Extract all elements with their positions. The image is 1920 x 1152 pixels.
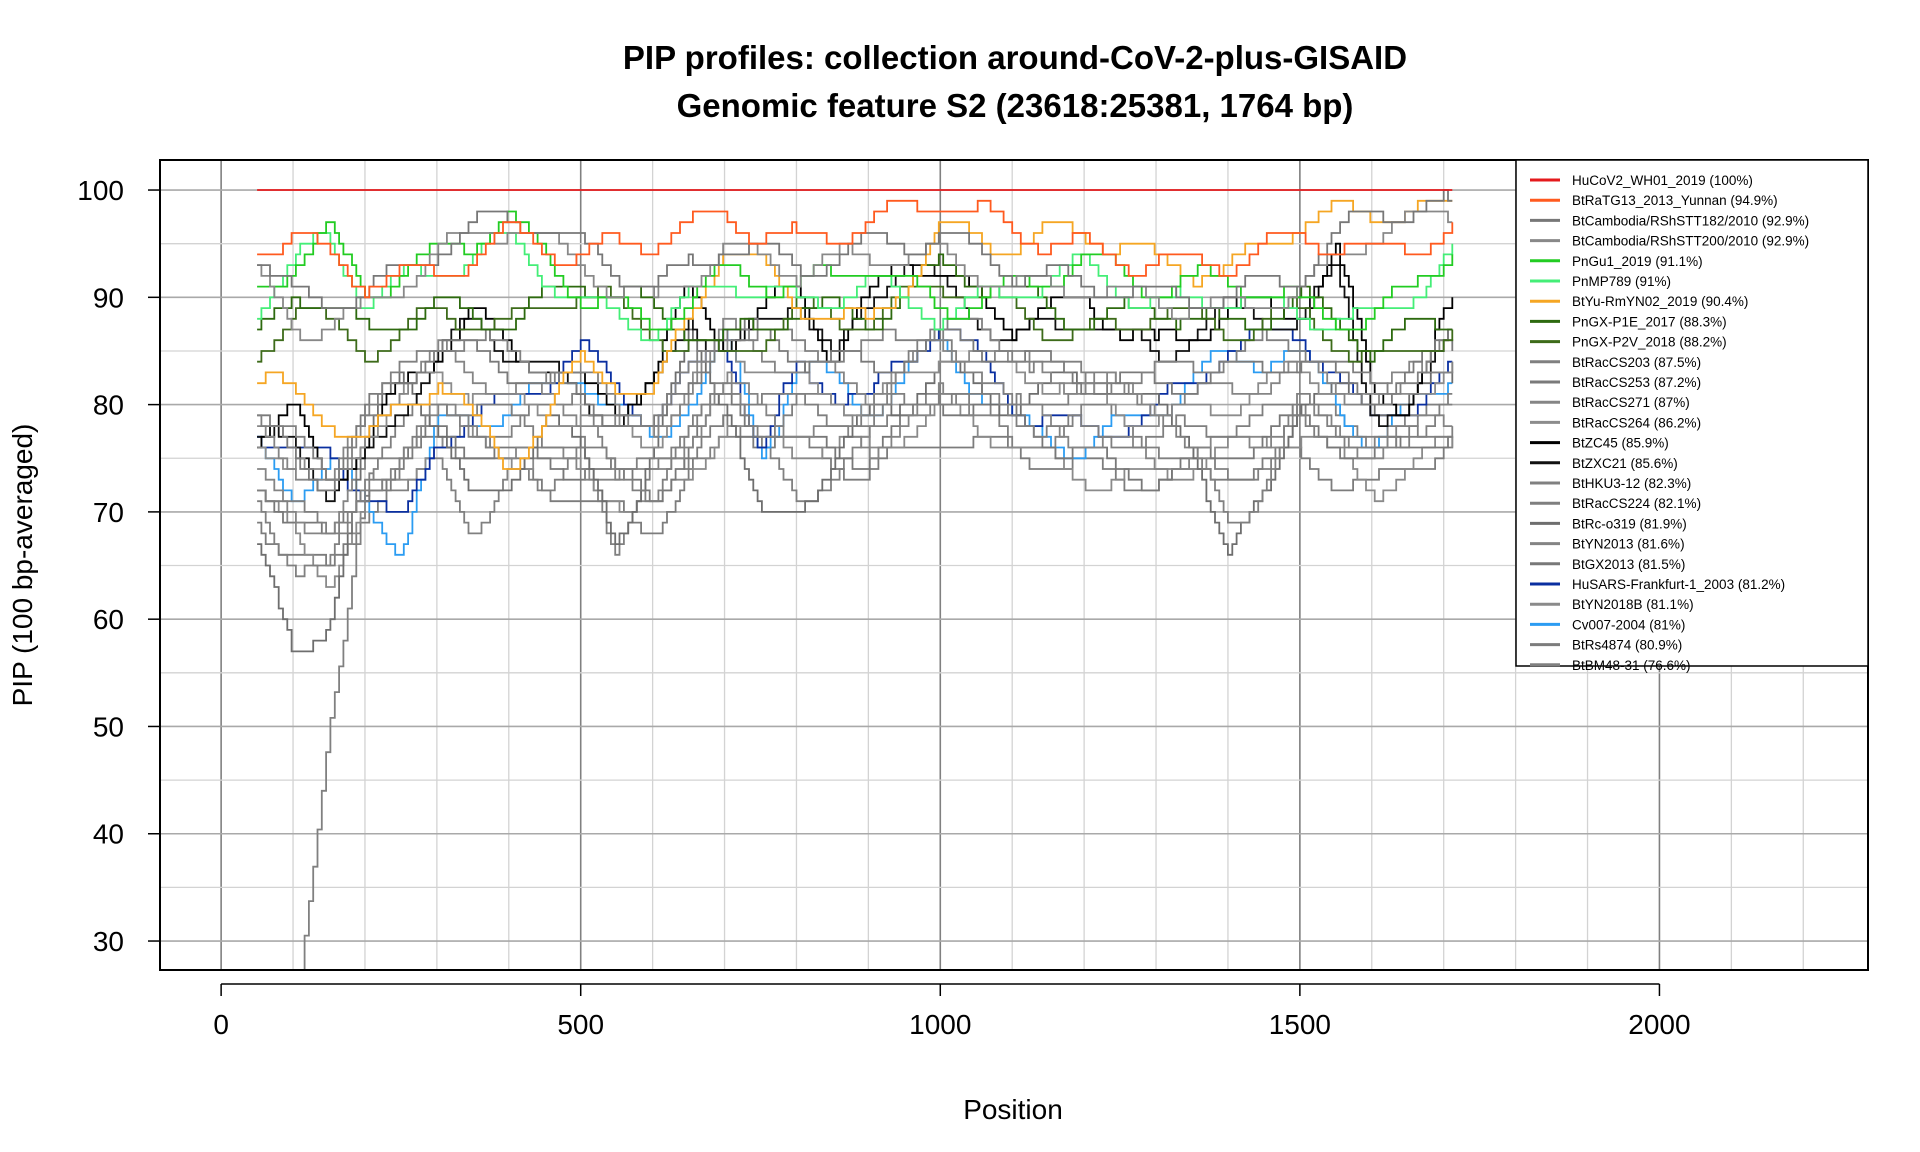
y-tick-label: 50 xyxy=(93,711,124,742)
legend-label: BtHKU3-12 (82.3%) xyxy=(1572,476,1691,491)
legend-label: HuSARS-Frankfurt-1_2003 (81.2%) xyxy=(1572,577,1785,592)
y-tick-label: 60 xyxy=(93,604,124,635)
legend-label: PnGX-P2V_2018 (88.2%) xyxy=(1572,335,1727,350)
legend-label: BtYN2013 (81.6%) xyxy=(1572,537,1685,552)
legend: HuCoV2_WH01_2019 (100%) BtRaTG13_2013_Yun… xyxy=(1515,159,1869,673)
legend-label: BtZC45 (85.9%) xyxy=(1572,436,1669,451)
legend-label: BtRacCS264 (86.2%) xyxy=(1572,415,1701,430)
legend-label: BtCambodia/RShSTT200/2010 (92.9%) xyxy=(1572,234,1809,249)
chart-title: PIP profiles: collection around-CoV-2-pl… xyxy=(623,39,1407,76)
legend-label: HuCoV2_WH01_2019 (100%) xyxy=(1572,173,1753,188)
x-tick-label: 1000 xyxy=(909,1009,971,1040)
series-line xyxy=(300,393,1453,970)
y-tick-label: 40 xyxy=(93,819,124,850)
y-tick-label: 70 xyxy=(93,497,124,528)
legend-label: BtRacCS224 (82.1%) xyxy=(1572,496,1701,511)
legend-label: BtRacCS253 (87.2%) xyxy=(1572,375,1701,390)
legend-label: BtYu-RmYN02_2019 (90.4%) xyxy=(1572,294,1748,309)
y-tick-label: 100 xyxy=(77,175,124,206)
series-lines xyxy=(257,189,1454,970)
legend-label: BtCambodia/RShSTT182/2010 (92.9%) xyxy=(1572,213,1809,228)
legend-label: BtRacCS203 (87.5%) xyxy=(1572,355,1701,370)
x-tick-label: 1500 xyxy=(1269,1009,1331,1040)
y-axis-label: PIP (100 bp-averaged) xyxy=(7,424,38,707)
y-tick-label: 90 xyxy=(93,282,124,313)
legend-label: BtYN2018B (81.1%) xyxy=(1572,597,1694,612)
series-line xyxy=(257,199,1454,299)
legend-label: Cv007-2004 (81%) xyxy=(1572,617,1685,632)
series-line xyxy=(257,253,1453,363)
x-tick-label: 0 xyxy=(213,1009,229,1040)
legend-label: BtRc-o319 (81.9%) xyxy=(1572,516,1687,531)
series-line xyxy=(257,328,1454,653)
y-axis: 30 40 50 60 70 80 90 100 xyxy=(77,175,160,957)
x-tick-label: 500 xyxy=(557,1009,604,1040)
legend-label: PnGu1_2019 (91.1%) xyxy=(1572,254,1703,269)
x-axis-label: Position xyxy=(963,1094,1063,1125)
series-line xyxy=(257,210,1453,342)
legend-label: BtBM48-31 (76.6%) xyxy=(1572,658,1691,673)
legend-label: BtRaTG13_2013_Yunnan (94.9%) xyxy=(1572,193,1778,208)
legend-label: BtRacCS271 (87%) xyxy=(1572,395,1690,410)
chart-subtitle: Genomic feature S2 (23618:25381, 1764 bp… xyxy=(677,87,1354,124)
legend-label: BtGX2013 (81.5%) xyxy=(1572,557,1685,572)
legend-label: PnGX-P1E_2017 (88.3%) xyxy=(1572,314,1727,329)
legend-box xyxy=(1515,159,1869,667)
legend-label: PnMP789 (91%) xyxy=(1572,274,1671,289)
x-tick-label: 2000 xyxy=(1628,1009,1690,1040)
legend-label: BtRs4874 (80.9%) xyxy=(1572,638,1682,653)
series-line xyxy=(257,189,1453,309)
series-line xyxy=(257,393,1453,535)
legend-label: BtZXC21 (85.6%) xyxy=(1572,456,1678,471)
y-tick-label: 80 xyxy=(93,390,124,421)
x-axis: 0 500 1000 1500 2000 xyxy=(213,983,1691,1040)
series-line xyxy=(257,339,1454,481)
series-line xyxy=(257,199,1453,470)
y-tick-label: 30 xyxy=(93,926,124,957)
